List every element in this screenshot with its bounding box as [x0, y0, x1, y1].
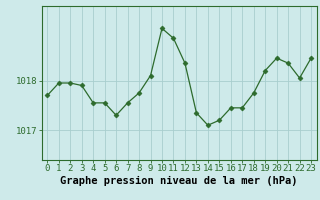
X-axis label: Graphe pression niveau de la mer (hPa): Graphe pression niveau de la mer (hPa): [60, 176, 298, 186]
